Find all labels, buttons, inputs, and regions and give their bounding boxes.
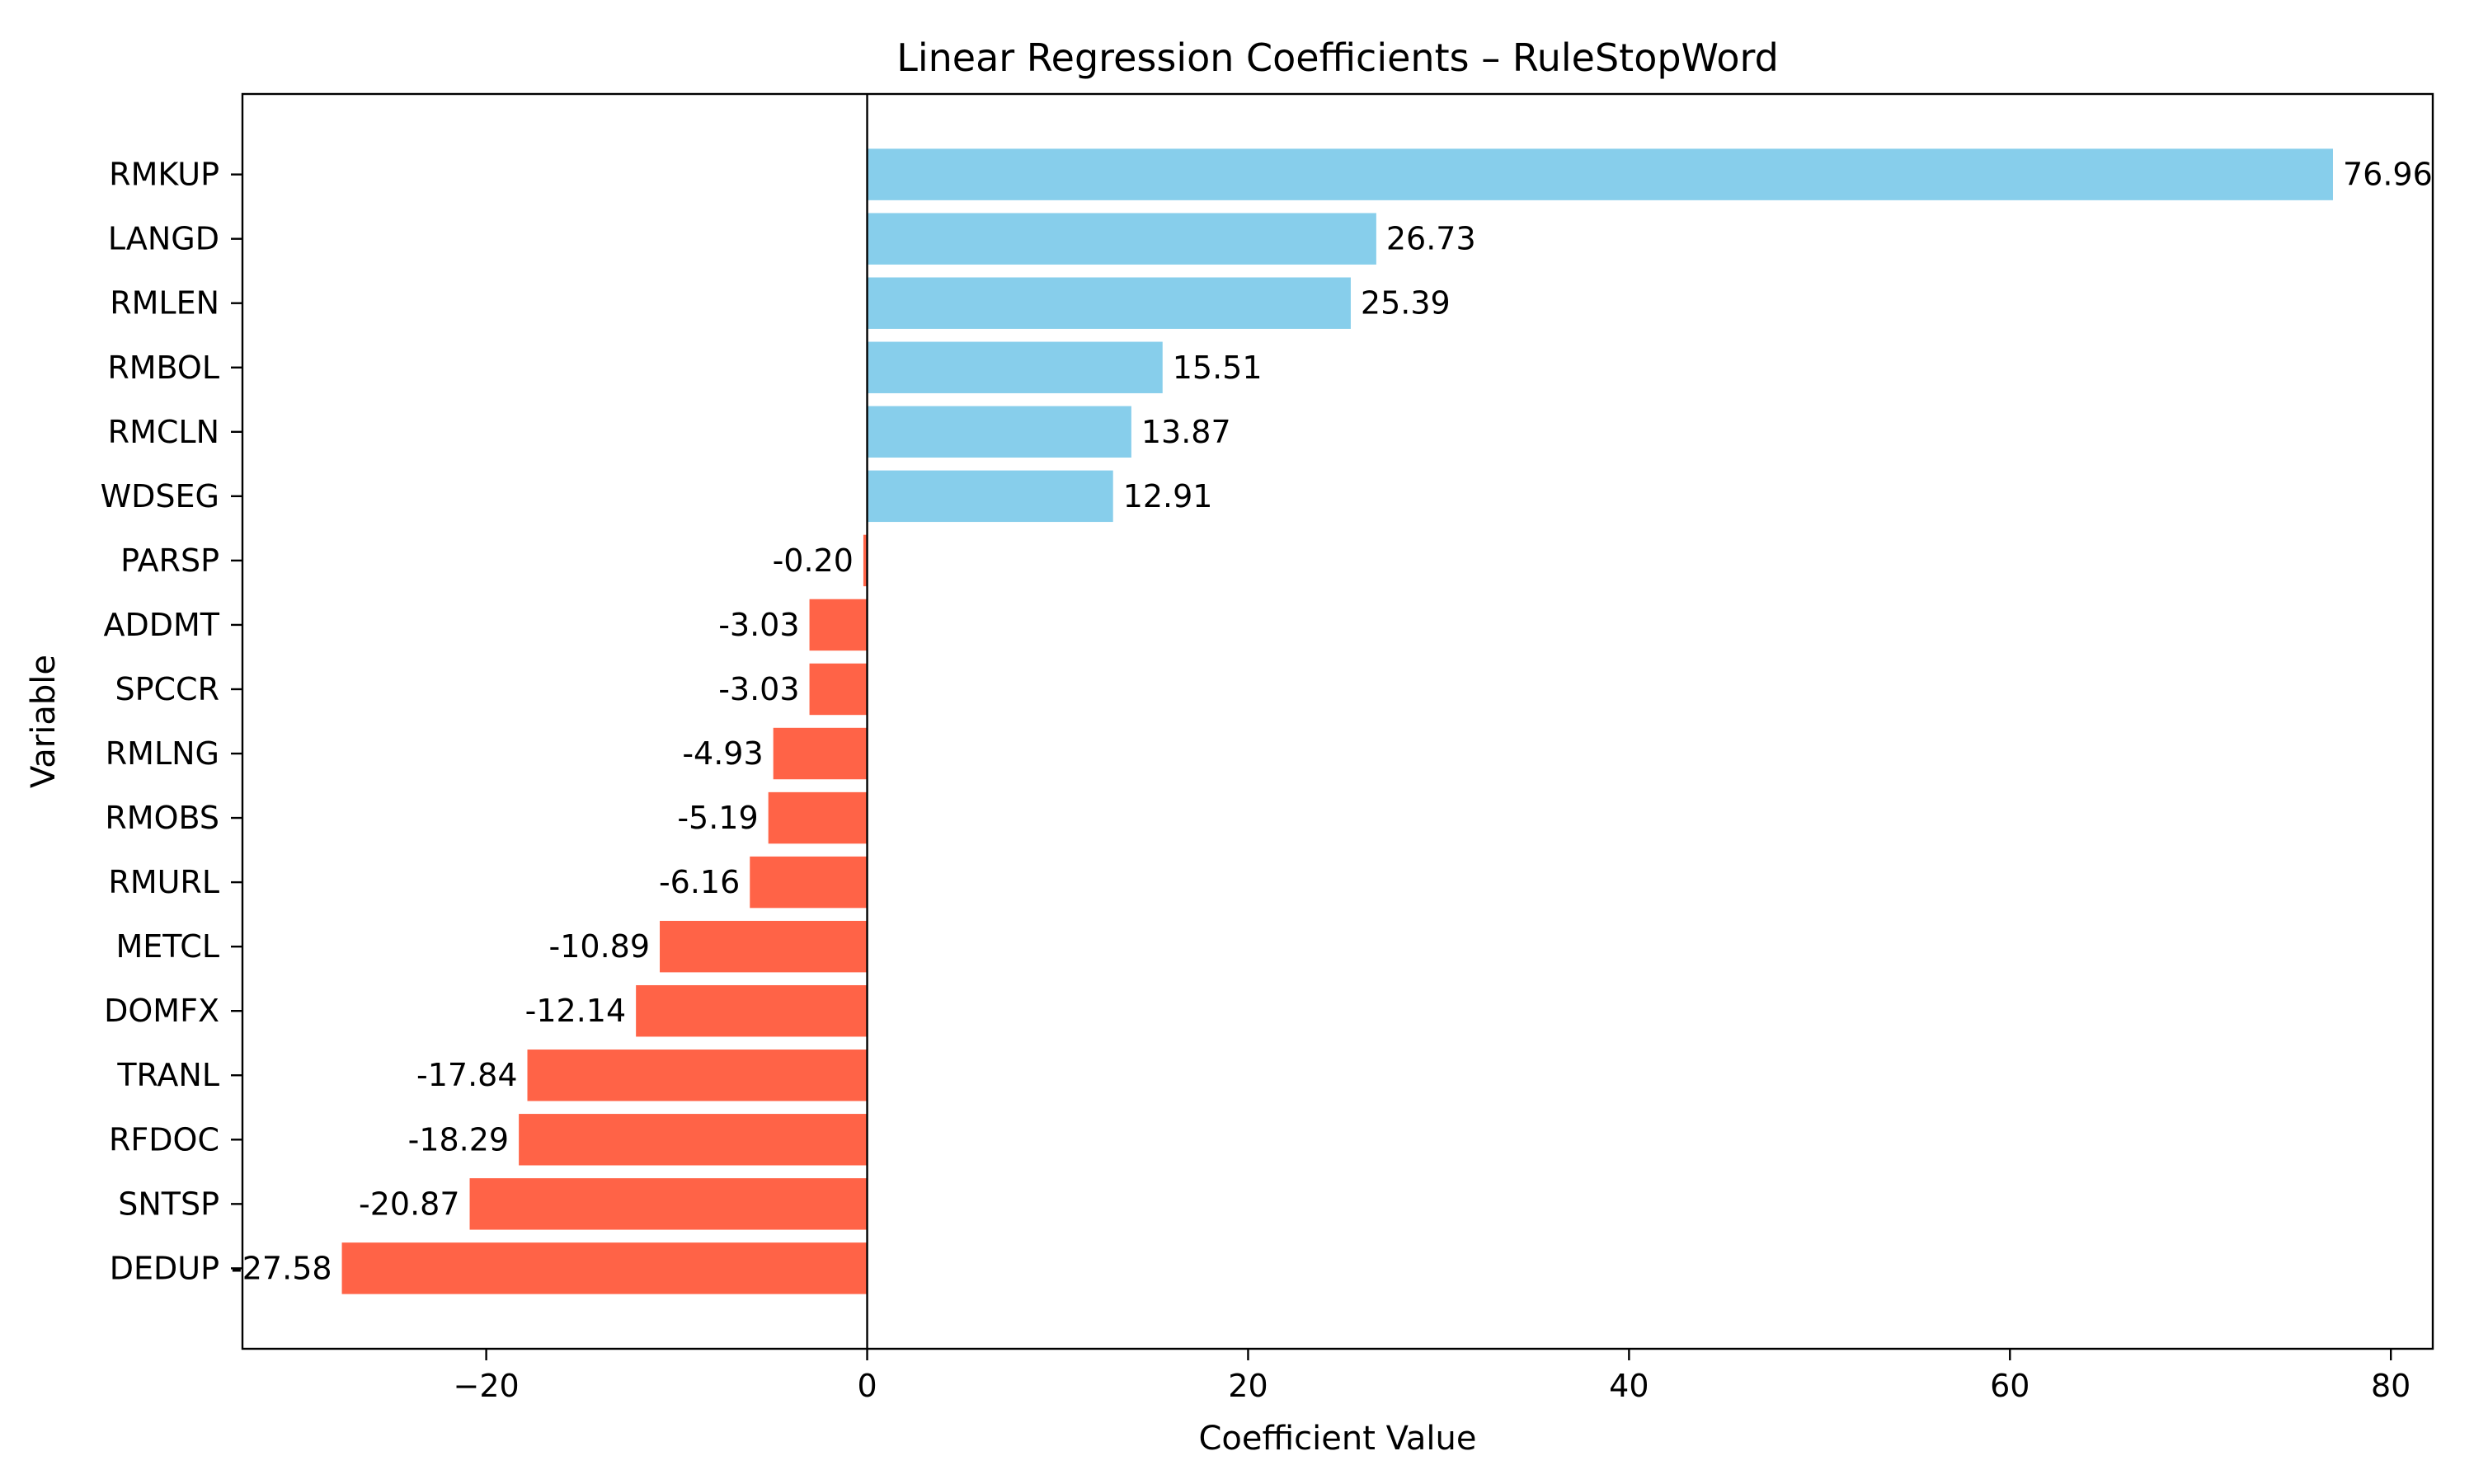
y-tick-label-rfdoc: RFDOC [109,1121,219,1158]
x-tick-label: 60 [1990,1368,2030,1404]
value-label-rmlng: -4.93 [682,735,763,772]
y-tick-label-rmlng: RMLNG [106,735,219,772]
x-tick-label: 40 [1609,1368,1649,1404]
y-tick-label-parsp: PARSP [120,542,219,579]
bar-rfdoc [519,1114,868,1166]
value-label-spccr: -3.03 [718,671,799,707]
y-axis-label: Variable [25,655,63,788]
bars-layer [341,148,2333,1294]
y-tick-label-wdseg: WDSEG [101,478,219,514]
value-label-domfx: -12.14 [525,993,627,1029]
value-label-dedup: -27.58 [231,1250,332,1286]
bar-rmlng [773,727,868,780]
value-label-rmkup: 76.96 [2343,157,2433,193]
y-tick-label-dedup: DEDUP [110,1250,219,1286]
value-labels-layer: 76.96 26.73 25.39 15.51 13.87 12.91 -0.20 -3.03… [231,157,2433,1287]
bar-tranl [527,1050,868,1101]
bar-rmobs [768,791,868,844]
y-tick-label-domfx: DOMFX [104,993,219,1029]
value-label-sntsp: -20.87 [359,1186,460,1222]
value-label-addmt: -3.03 [718,607,799,643]
y-tick-label-rmobs: RMOBS [105,800,219,836]
y-tick-label-rmcln: RMCLN [108,414,219,450]
y-tick-label-rmlen: RMLEN [110,285,219,322]
x-tick-label: 0 [857,1368,877,1404]
value-label-rmurl: -6.16 [659,864,740,900]
bar-dedup [341,1242,868,1294]
bar-langd [867,213,1376,265]
y-tick-label-langd: LANGD [108,221,219,257]
bar-rmcln [867,406,1131,458]
value-label-tranl: -17.84 [416,1057,518,1093]
y-tick-label-addmt: ADDMT [103,607,219,643]
value-label-parsp: -0.20 [773,542,854,579]
bar-domfx [636,984,868,1037]
y-tick-label-spccr: SPCCR [115,671,219,707]
bar-rmkup [867,148,2333,200]
y-tick-label-rmurl: RMURL [108,864,219,900]
value-label-rmobs: -5.19 [677,800,758,836]
y-tick-label-metcl: METCL [116,928,220,965]
y-tick-label-rmkup: RMKUP [109,157,219,193]
x-axis-label: Coefficient Value [1199,1420,1477,1458]
value-label-langd: 26.73 [1386,221,1476,257]
y-tick-label-sntsp: SNTSP [118,1186,219,1222]
bar-wdseg [867,470,1113,523]
chart-title: Linear Regression Coefficients – RuleSto… [896,35,1779,80]
y-tick-label-tranl: TRANL [116,1057,219,1093]
x-tick-label: 20 [1228,1368,1268,1404]
x-tick-label: −20 [454,1368,520,1404]
bar-parsp [863,534,868,587]
bar-sntsp [469,1178,868,1230]
value-label-rmcln: 13.87 [1141,414,1231,450]
bar-rmbol [867,341,1163,393]
value-label-rmlen: 25.39 [1361,285,1451,322]
value-label-rfdoc: -18.29 [408,1121,510,1158]
bar-rmlen [867,277,1351,329]
value-label-wdseg: 12.91 [1123,478,1213,514]
x-tick-label: 80 [2371,1368,2411,1404]
value-label-rmbol: 15.51 [1173,350,1263,386]
bar-rmurl [750,856,868,909]
y-axis-ticks: RMKUP LANGD RMLEN RMBOL RMCLN WDSEG PARSP ADDMT… [101,157,242,1286]
plot-frame [241,92,2434,1350]
bar-metcl [660,920,868,973]
x-axis-ticks: −20 0 20 40 60 80 [454,1349,2411,1404]
bar-addmt [809,599,868,651]
value-label-metcl: -10.89 [549,928,651,965]
bar-spccr [809,663,868,716]
y-tick-label-rmbol: RMBOL [107,350,219,386]
